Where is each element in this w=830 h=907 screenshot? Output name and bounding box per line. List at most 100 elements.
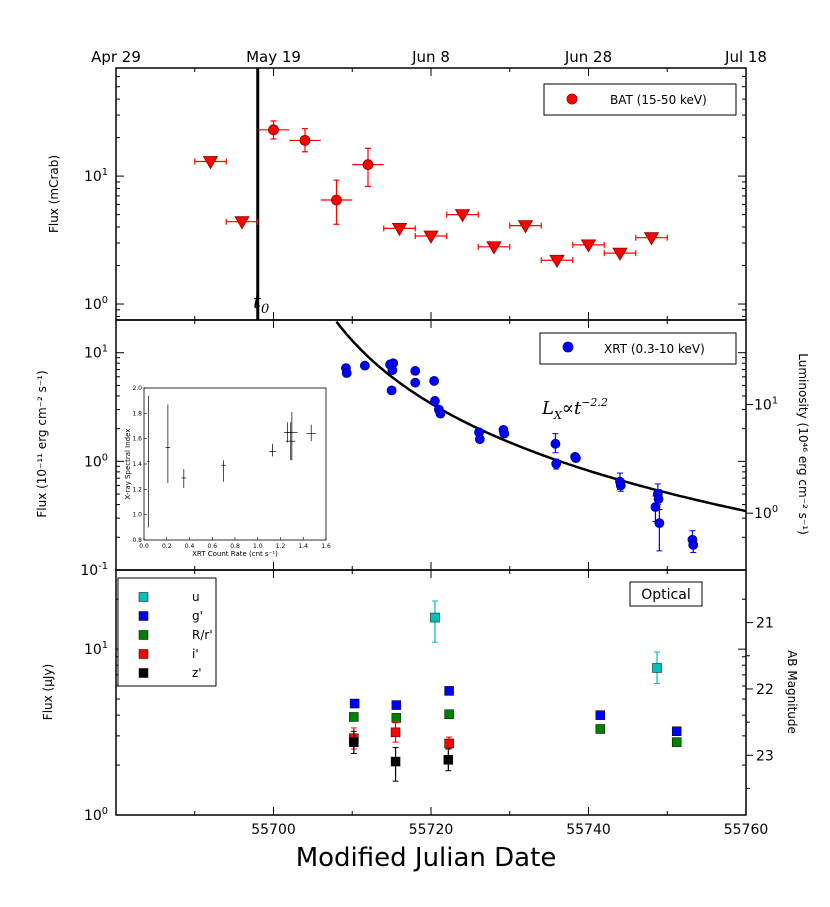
optical-point-g bbox=[391, 700, 402, 710]
bat-upper-limit bbox=[486, 241, 502, 255]
bat-legend-label: BAT (15-50 keV) bbox=[610, 93, 707, 107]
mag-tick-label: 22 bbox=[756, 682, 774, 698]
xrt-ylabel-right: Luminosity (10⁴⁶ erg cm⁻² s⁻¹) bbox=[796, 353, 810, 535]
bat-upper-limit bbox=[517, 220, 534, 234]
optical-point-u bbox=[430, 612, 440, 623]
inset-y-tick-label: 1.8 bbox=[132, 410, 142, 417]
bat-upper-limit bbox=[202, 156, 219, 170]
optical-panel: 100 101 55700 55720 55740 55760 21 22 23 bbox=[84, 569, 774, 838]
optical-point-r bbox=[349, 712, 359, 722]
top-date-label: Jul 18 bbox=[724, 48, 767, 66]
bat-point bbox=[299, 135, 311, 146]
optical-point-g bbox=[671, 726, 682, 736]
legend-label-i: i' bbox=[192, 647, 199, 661]
xrt-point bbox=[429, 376, 440, 386]
bat-upper-limit bbox=[549, 254, 565, 269]
xrt-point bbox=[410, 377, 421, 388]
inset-x-tick-label: 0.8 bbox=[230, 543, 240, 550]
xrt-point bbox=[571, 453, 581, 464]
optical-point-g bbox=[444, 686, 454, 696]
optical-point-r bbox=[595, 724, 606, 734]
xrt-point bbox=[430, 396, 440, 406]
optical-ylabel: Flux (μJy) bbox=[41, 664, 55, 720]
inset-y-tick-label: 1.6 bbox=[132, 436, 142, 443]
optical-y-tick-label: 100 bbox=[84, 806, 108, 824]
inset-xlabel: XRT Count Rate (cnt s⁻¹) bbox=[192, 550, 278, 558]
xrt-point bbox=[550, 438, 561, 449]
inset-x-tick-label: 0.2 bbox=[162, 543, 172, 550]
optical-point-r bbox=[391, 713, 402, 723]
xrt-legend-marker bbox=[562, 341, 574, 353]
legend-label-z: z' bbox=[192, 666, 202, 680]
legend-marker-u bbox=[138, 592, 149, 602]
bat-upper-limit bbox=[391, 223, 408, 237]
bat-y-tick-label: 101 bbox=[84, 167, 108, 185]
optical-label: Optical bbox=[641, 587, 690, 603]
xrt-point bbox=[410, 366, 421, 376]
t0-label: t0 bbox=[253, 289, 269, 317]
xrt-point bbox=[654, 518, 665, 529]
xrt-point bbox=[387, 365, 398, 376]
xrt-panel: 10-1 100 101 100 101 bbox=[80, 319, 778, 579]
x-tick-label: 55720 bbox=[409, 822, 454, 838]
bat-upper-limit bbox=[580, 239, 597, 253]
xrt-legend: XRT (0.3-10 keV) bbox=[539, 332, 737, 365]
bat-ylabel: Flux (mCrab) bbox=[47, 155, 61, 233]
xrt-ylabel: Flux (10⁻¹¹ erg cm⁻² s⁻¹) bbox=[35, 370, 49, 517]
optical-legend: u g' R/r' i' z' bbox=[117, 577, 217, 687]
x-tick-label: 55760 bbox=[724, 822, 769, 838]
optical-point-u bbox=[652, 663, 662, 673]
legend-marker-z bbox=[138, 668, 149, 678]
inset-x-tick-label: 1.6 bbox=[321, 543, 331, 550]
optical-point-r bbox=[444, 709, 454, 719]
top-date-label: Jun 28 bbox=[564, 48, 612, 66]
lum-tick-label: 101 bbox=[754, 396, 778, 414]
fit-label: LX∝t−2.2 bbox=[541, 396, 608, 422]
bat-upper-limit bbox=[423, 230, 439, 244]
xrt-point bbox=[499, 428, 510, 439]
bat-panel: 100 101 bbox=[84, 67, 747, 320]
inset-x-tick-label: 0.6 bbox=[207, 543, 217, 550]
bat-point bbox=[331, 194, 342, 206]
bat-point bbox=[362, 159, 374, 171]
optical-y-tick-label: 101 bbox=[84, 640, 108, 658]
top-date-label: May 19 bbox=[246, 48, 301, 66]
xrt-point bbox=[551, 458, 562, 469]
xrt-point bbox=[359, 360, 370, 371]
bat-upper-limit bbox=[234, 216, 250, 230]
inset-y-tick-label: 1.0 bbox=[132, 512, 142, 519]
inset-x-tick-label: 1.4 bbox=[298, 543, 308, 550]
xrt-point bbox=[474, 434, 485, 445]
legend-marker-r bbox=[138, 630, 149, 640]
inset-y-tick-label: 0.8 bbox=[132, 537, 142, 544]
xrt-point bbox=[386, 385, 397, 396]
optical-point-z bbox=[390, 756, 401, 767]
inset-x-tick-label: 0.0 bbox=[139, 543, 149, 550]
top-date-label: Apr 29 bbox=[91, 48, 141, 66]
inset-x-tick-label: 0.4 bbox=[185, 543, 195, 550]
inset-y-tick-label: 2.0 bbox=[132, 385, 142, 392]
x-tick-label: 55740 bbox=[566, 822, 611, 838]
top-date-label: Jun 8 bbox=[411, 48, 450, 66]
xrt-point bbox=[435, 408, 446, 419]
top-date-axis: Apr 29 May 19 Jun 8 Jun 28 Jul 18 bbox=[91, 48, 767, 66]
bat-legend-marker bbox=[566, 93, 578, 105]
bat-point bbox=[268, 124, 279, 136]
bat-upper-limit bbox=[643, 232, 660, 246]
xrt-point bbox=[615, 480, 626, 491]
optical-point-r bbox=[671, 737, 682, 747]
legend-label-u: u bbox=[192, 590, 200, 604]
optical-label-box: Optical bbox=[629, 581, 703, 607]
spectral-index-inset: 0.0 0.2 0.4 0.6 0.8 1.0 1.2 1.4 1.6 0.8 1.0 1.2 1.4 1… bbox=[124, 385, 331, 558]
optical-ylabel-right: AB Magnitude bbox=[785, 650, 799, 734]
xlabel: Modified Julian Date bbox=[296, 843, 557, 873]
optical-point-z bbox=[349, 737, 359, 747]
optical-point-g bbox=[595, 710, 606, 720]
inset-x-tick-label: 1.0 bbox=[253, 543, 263, 550]
optical-point-i bbox=[444, 738, 454, 749]
legend-label-g: g' bbox=[192, 609, 203, 623]
legend-label-r: R/r' bbox=[192, 628, 213, 642]
optical-point-z bbox=[443, 755, 454, 765]
legend-marker-i bbox=[138, 649, 149, 659]
